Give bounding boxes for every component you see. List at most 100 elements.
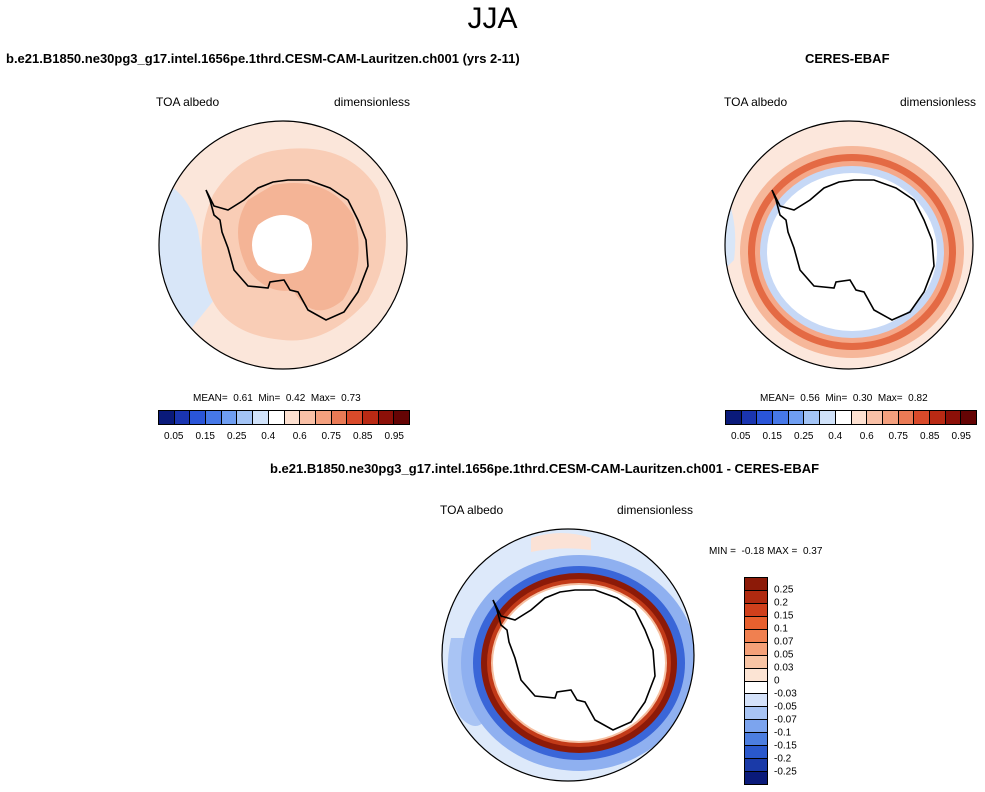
left-map-border <box>158 120 408 370</box>
colorbar-swatch <box>726 411 742 424</box>
left-units-label: dimensionless <box>334 95 411 109</box>
colorbar-tick-label: 0.15 <box>774 610 794 622</box>
left-stats: MEAN= 0.61 Min= 0.42 Max= 0.73 <box>193 393 361 404</box>
colorbar-tick-label: -0.03 <box>774 688 797 700</box>
right-antarctica-coastline <box>771 179 935 321</box>
diff-panel-title: b.e21.B1850.ne30pg3_g17.intel.1656pe.1th… <box>270 461 820 476</box>
colorbar-swatch <box>745 642 767 656</box>
diff-positive-patch-top <box>531 533 591 552</box>
diff-units-label: dimensionless <box>617 503 694 517</box>
right-stats: MEAN= 0.56 Min= 0.30 Max= 0.82 <box>760 393 928 404</box>
colorbar-swatch <box>788 411 805 424</box>
figure-title: JJA <box>467 2 518 35</box>
colorbar-tick-label: 0.75 <box>888 431 908 442</box>
left-antarctica-coastline <box>205 179 369 321</box>
colorbar-tick-label: -0.15 <box>774 740 797 752</box>
colorbar-tick-label: 0.4 <box>261 431 276 442</box>
colorbar-swatch <box>315 411 332 424</box>
left-colorbar <box>158 410 410 425</box>
colorbar-tick-label: 0.25 <box>774 584 794 596</box>
colorbar-swatch <box>804 411 821 424</box>
colorbar-tick-label: 0.75 <box>321 431 341 442</box>
colorbar-tick-label: 0.15 <box>195 431 215 442</box>
colorbar-tick-label: 0.05 <box>164 431 184 442</box>
colorbar-tick-label: 0.05 <box>731 431 751 442</box>
right-colorbar <box>725 410 977 425</box>
right-variable-label: TOA albedo <box>724 95 788 109</box>
colorbar-tick-label: 0.4 <box>828 431 843 442</box>
right-missing-data <box>767 173 937 331</box>
diff-missing-data <box>493 585 665 741</box>
diff-polar-map <box>441 528 695 782</box>
colorbar-swatch <box>745 668 767 682</box>
colorbar-swatch <box>773 411 789 424</box>
colorbar-swatch <box>347 411 363 424</box>
right-colorbar-ticks: 0.05 0.15 0.25 0.4 0.6 0.75 0.85 0.95 <box>725 431 977 443</box>
colorbar-swatch <box>378 411 395 424</box>
colorbar-swatch <box>741 411 758 424</box>
colorbar-tick-label: 0.15 <box>762 431 782 442</box>
colorbar-swatch <box>835 411 852 424</box>
colorbar-swatch <box>745 629 767 643</box>
colorbar-swatch <box>914 411 930 424</box>
colorbar-tick-label: -0.1 <box>774 727 792 739</box>
left-missing-data <box>252 215 312 274</box>
colorbar-tick-label: -0.05 <box>774 701 797 713</box>
colorbar-swatch <box>253 411 269 424</box>
left-colorbar-ticks: 0.05 0.15 0.25 0.4 0.6 0.75 0.85 0.95 <box>158 431 410 443</box>
colorbar-swatch <box>745 772 767 784</box>
colorbar-tick-label: 0.95 <box>384 431 404 442</box>
colorbar-swatch <box>745 733 767 747</box>
colorbar-swatch <box>745 759 767 773</box>
colorbar-tick-label: 0.25 <box>227 431 247 442</box>
colorbar-swatch <box>867 411 883 424</box>
left-panel-title: b.e21.B1850.ne30pg3_g17.intel.1656pe.1th… <box>6 51 520 66</box>
diff-colorbar <box>744 577 768 785</box>
colorbar-swatch <box>945 411 962 424</box>
colorbar-tick-label: 0.95 <box>951 431 971 442</box>
colorbar-swatch <box>745 590 767 604</box>
left-polar-map <box>158 120 408 370</box>
colorbar-swatch <box>331 411 348 424</box>
diff-colorbar-ticks: 0.25 0.2 0.15 0.1 0.07 0.05 0.03 0 -0.03 -0.05 -0.… <box>774 577 814 785</box>
colorbar-swatch <box>159 411 175 424</box>
diff-variable-label: TOA albedo <box>440 503 504 517</box>
colorbar-swatch <box>394 411 409 424</box>
colorbar-tick-label: 0.6 <box>859 431 874 442</box>
colorbar-tick-label: 0.1 <box>774 623 788 635</box>
diff-antarctica-coastline <box>492 589 656 731</box>
colorbar-tick-label: -0.07 <box>774 714 797 726</box>
colorbar-tick-label: 0 <box>774 675 780 687</box>
colorbar-swatch <box>745 707 767 721</box>
diff-stats: MIN = -0.18 MAX = 0.37 <box>709 546 823 557</box>
colorbar-tick-label: 0.6 <box>292 431 307 442</box>
colorbar-swatch <box>745 694 767 708</box>
colorbar-swatch <box>745 720 767 734</box>
colorbar-swatch <box>221 411 238 424</box>
colorbar-swatch <box>745 746 767 760</box>
colorbar-tick-label: -0.25 <box>774 766 797 778</box>
colorbar-swatch <box>237 411 254 424</box>
colorbar-swatch <box>898 411 915 424</box>
colorbar-swatch <box>757 411 774 424</box>
diff-map-border <box>441 528 695 782</box>
colorbar-swatch <box>929 411 946 424</box>
right-map-border <box>724 120 974 370</box>
colorbar-tick-label: 0.85 <box>353 431 373 442</box>
colorbar-tick-label: 0.2 <box>774 597 788 609</box>
colorbar-swatch <box>882 411 899 424</box>
colorbar-tick-label: 0.05 <box>774 649 794 661</box>
colorbar-swatch <box>745 655 767 669</box>
colorbar-swatch <box>174 411 191 424</box>
colorbar-swatch <box>851 411 868 424</box>
colorbar-tick-label: -0.2 <box>774 753 792 765</box>
left-variable-label: TOA albedo <box>156 95 220 109</box>
colorbar-swatch <box>745 616 767 630</box>
colorbar-swatch <box>961 411 976 424</box>
right-units-label: dimensionless <box>900 95 977 109</box>
colorbar-swatch <box>300 411 316 424</box>
colorbar-tick-label: 0.03 <box>774 662 794 674</box>
colorbar-swatch <box>745 578 767 591</box>
colorbar-swatch <box>190 411 207 424</box>
colorbar-swatch <box>284 411 301 424</box>
